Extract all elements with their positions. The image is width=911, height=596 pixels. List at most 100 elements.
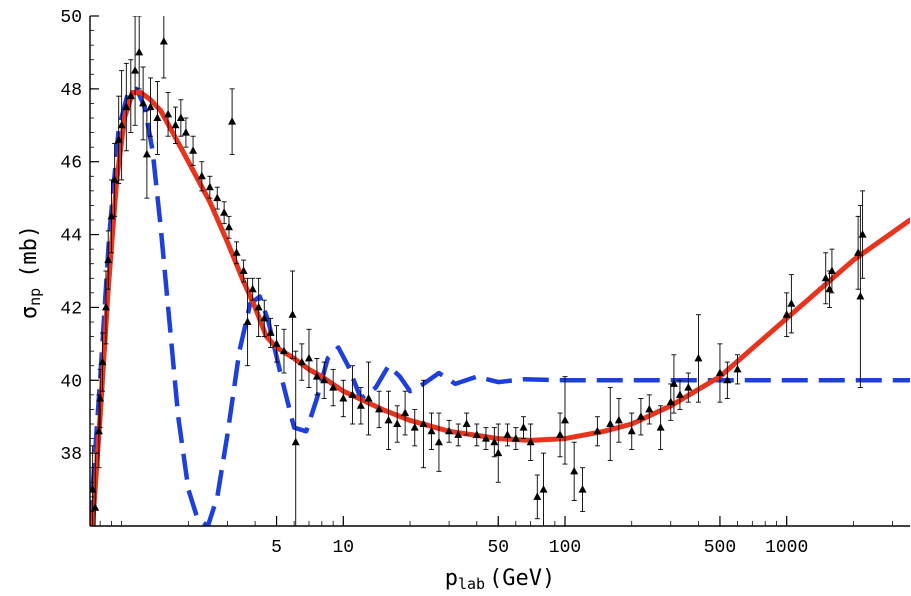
data-point	[606, 387, 615, 461]
triangle-marker	[228, 117, 237, 125]
y-tick-label: 42	[60, 299, 82, 319]
data-point	[224, 215, 233, 239]
data-point	[176, 99, 185, 137]
data-point	[291, 350, 300, 526]
data-point	[481, 427, 490, 450]
data-point	[472, 423, 481, 447]
data-point	[827, 248, 836, 294]
triangle-marker	[98, 357, 107, 366]
triangle-marker	[490, 437, 499, 446]
triangle-marker	[131, 66, 140, 74]
data-point	[98, 332, 107, 392]
data-point	[304, 328, 313, 389]
triangle-marker	[675, 390, 684, 398]
ticks: 38 40 42 44 46 48 50 5 10 50 100 500 1000	[60, 8, 893, 558]
triangle-marker	[715, 368, 724, 376]
data-point	[503, 423, 512, 447]
triangle-marker	[356, 401, 365, 409]
triangle-marker	[213, 193, 222, 202]
data-point	[733, 354, 742, 385]
triangle-marker	[291, 437, 300, 446]
data-point	[104, 230, 113, 290]
data-point	[490, 427, 499, 458]
triangle-marker	[445, 426, 454, 435]
triangle-marker	[272, 339, 281, 347]
triangle-marker	[593, 426, 602, 435]
triangle-marker	[454, 430, 463, 438]
triangle-marker	[656, 423, 665, 431]
data-point	[228, 88, 237, 155]
triangle-marker	[146, 102, 155, 111]
data-point	[419, 379, 428, 469]
triangle-marker	[827, 266, 836, 274]
x-axis-title-sub: lab	[458, 575, 485, 593]
triangle-marker	[533, 492, 542, 500]
triangle-marker	[434, 437, 443, 446]
triangle-marker	[384, 415, 393, 424]
triangle-marker	[684, 383, 693, 391]
triangle-marker	[614, 415, 623, 424]
data-point	[636, 398, 645, 436]
data-point	[117, 70, 126, 181]
plot-area	[90, 16, 910, 526]
x-tick-label: 1000	[765, 538, 808, 558]
data-point	[560, 376, 569, 465]
triangle-marker	[364, 394, 373, 402]
triangle-marker	[669, 379, 678, 387]
triangle-marker	[94, 426, 103, 435]
triangle-marker	[189, 146, 198, 154]
data-point	[171, 106, 180, 144]
x-tick-label: 100	[549, 538, 581, 558]
data-point	[110, 143, 119, 217]
triangle-marker	[220, 208, 229, 216]
data-point	[272, 325, 281, 363]
data-point	[494, 423, 503, 483]
triangle-marker	[519, 423, 528, 431]
data-point	[427, 412, 436, 450]
triangle-marker	[481, 434, 490, 442]
triangle-marker	[164, 109, 173, 118]
triangle-marker	[733, 364, 742, 373]
triangle-marker	[636, 412, 645, 420]
data-point	[858, 190, 867, 279]
triangle-marker	[427, 426, 436, 435]
triangle-marker	[248, 284, 257, 293]
data-point	[578, 467, 587, 512]
triangle-marker	[339, 394, 348, 402]
triangle-marker	[419, 419, 428, 427]
y-tick-label: 50	[60, 8, 82, 28]
data-point	[159, 16, 168, 79]
data-point	[462, 412, 471, 436]
data-point	[135, 16, 144, 90]
data-point	[539, 452, 548, 526]
triangle-marker	[266, 328, 275, 336]
data-point	[364, 361, 373, 436]
x-tick-label: 10	[333, 538, 355, 558]
triangle-marker	[606, 419, 615, 427]
triangle-marker	[176, 113, 185, 121]
data-point	[401, 390, 410, 436]
triangle-marker	[858, 230, 867, 238]
data-point	[213, 186, 222, 210]
triangle-marker	[570, 466, 579, 475]
data-point	[279, 328, 288, 374]
data-point	[356, 387, 365, 425]
triangle-marker	[694, 353, 703, 362]
y-tick-label: 46	[60, 154, 82, 174]
triangle-marker	[153, 113, 162, 121]
triangle-marker	[254, 302, 263, 311]
data-point	[669, 354, 678, 414]
data-point	[434, 412, 443, 472]
data-point	[243, 277, 252, 367]
data-point	[715, 343, 724, 403]
triangle-marker	[104, 255, 113, 264]
data-point	[142, 110, 151, 199]
data-point	[526, 423, 535, 461]
data-point	[320, 361, 329, 399]
triangle-marker	[101, 302, 110, 311]
data-point	[288, 270, 297, 359]
triangle-marker	[139, 98, 148, 107]
triangle-marker	[96, 394, 105, 402]
triangle-marker	[297, 357, 306, 366]
data-point	[126, 59, 135, 134]
